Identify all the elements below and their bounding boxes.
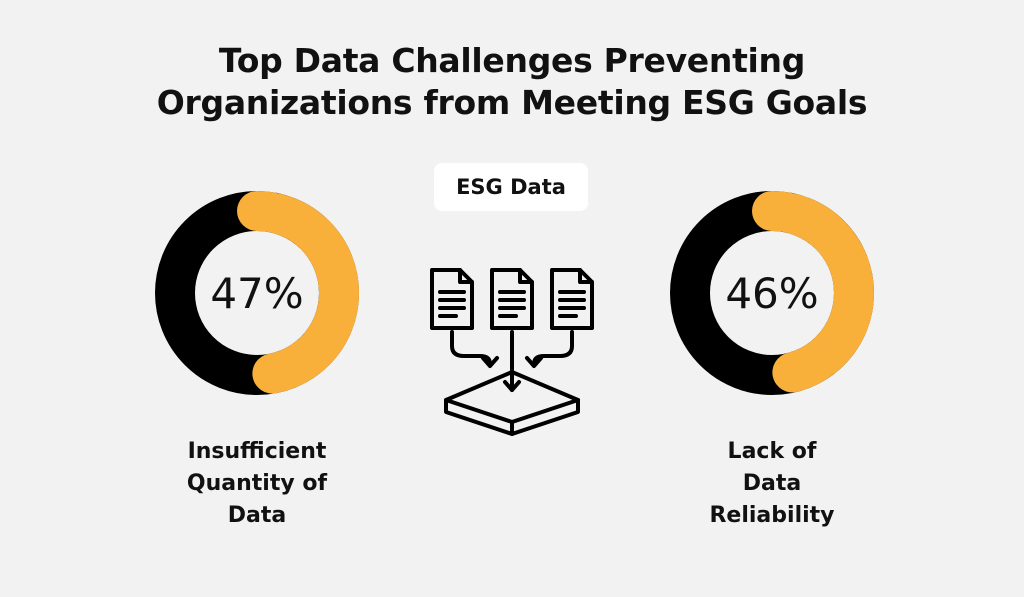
caption-reliability: Lack of Data Reliability [652, 436, 892, 532]
donut-value-quantity: 47% [210, 268, 304, 318]
badge-label: ESG Data [456, 175, 566, 199]
donut-value-reliability: 46% [725, 268, 819, 318]
caption-quantity: Insufficient Quantity of Data [137, 436, 377, 532]
page-title: Top Data Challenges Preventing Organizat… [0, 40, 1024, 124]
donut-chart-quantity: 47% [153, 189, 361, 397]
donut-slice-quantity [237, 191, 359, 394]
donut-svg-quantity [155, 191, 359, 395]
caption-reliability-line-2: Data [742, 471, 802, 496]
donut-svg-reliability [670, 191, 874, 395]
caption-quantity-line-3: Data [227, 503, 287, 528]
caption-quantity-line-1: Insufficient [187, 439, 327, 464]
caption-quantity-line-2: Quantity of [186, 471, 328, 496]
caption-reliability-line-3: Reliability [709, 503, 835, 528]
title-line-2: Organizations from Meeting ESG Goals [156, 83, 868, 122]
title-line-1: Top Data Challenges Preventing [218, 41, 806, 80]
donut-slice-reliability [752, 191, 874, 393]
documents-into-storage-icon [430, 268, 594, 436]
esg-data-badge: ESG Data [434, 163, 588, 211]
caption-reliability-line-1: Lack of [727, 439, 817, 464]
donut-chart-reliability: 46% [668, 189, 876, 397]
